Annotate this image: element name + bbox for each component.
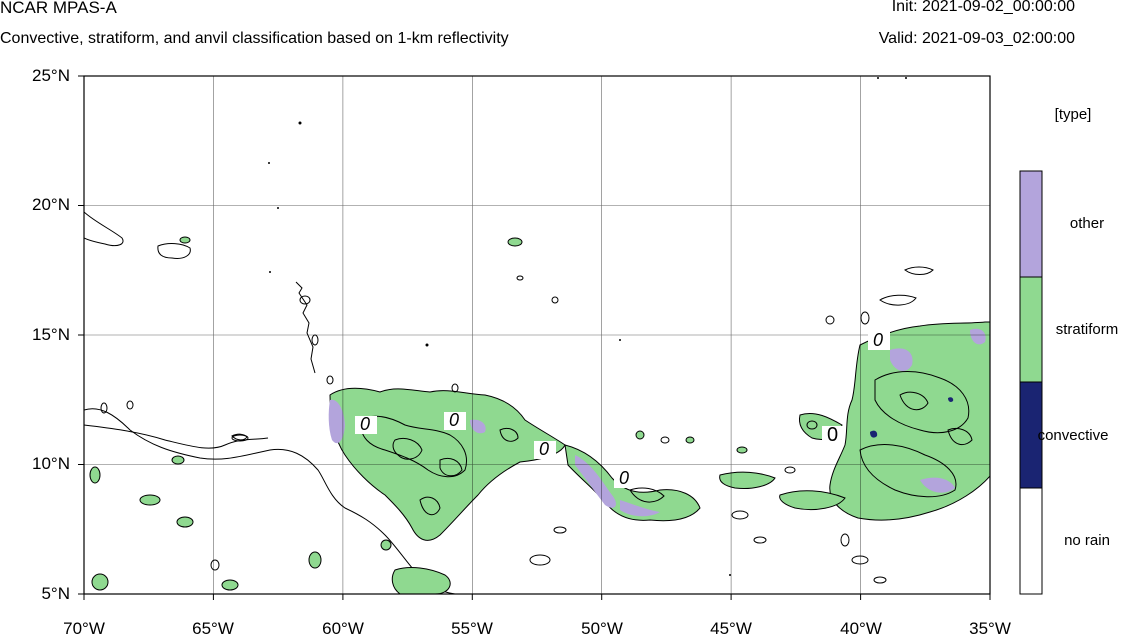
rain-region-west bbox=[329, 387, 776, 594]
y-tick-label: 15°N bbox=[32, 325, 70, 344]
legend-colorbar bbox=[1019, 170, 1043, 595]
legend-label-stratiform: stratiform bbox=[1055, 321, 1119, 338]
axis-ticks bbox=[78, 75, 991, 600]
rain-contours-west bbox=[359, 415, 665, 516]
y-tick-label: 5°N bbox=[41, 584, 70, 603]
contour-label: 0 bbox=[827, 424, 839, 446]
rain-convective-east bbox=[870, 397, 954, 438]
contour-label: 0 bbox=[619, 468, 630, 488]
model-title: NCAR MPAS-A bbox=[0, 0, 117, 17]
coastline-south-america bbox=[84, 408, 456, 594]
rain-contours-east bbox=[859, 266, 973, 498]
y-tick-label: 25°N bbox=[32, 66, 70, 85]
contour-label: 0 bbox=[449, 410, 460, 430]
x-tick-label: 60°W bbox=[322, 619, 364, 638]
init-time: Init: 2021-09-02_00:00:00 bbox=[891, 0, 1075, 15]
x-tick-label: 45°W bbox=[710, 619, 752, 638]
scattered-cells bbox=[89, 236, 818, 591]
x-tick-label: 40°W bbox=[840, 619, 882, 638]
coastline-venezuela-north bbox=[84, 424, 269, 449]
legend-label-no-rain: no rain bbox=[1064, 532, 1110, 549]
x-tick-label: 65°W bbox=[192, 619, 234, 638]
contour-label: 0 bbox=[360, 414, 371, 434]
legend-title: [type] bbox=[1054, 106, 1092, 123]
graticule bbox=[84, 76, 990, 594]
rain-other-west bbox=[328, 399, 660, 517]
x-tick-label: 50°W bbox=[581, 619, 623, 638]
contour-label: 0 bbox=[873, 330, 884, 350]
rain-other-east bbox=[890, 328, 986, 493]
valid-time: Valid: 2021-09-03_02:00:00 bbox=[878, 30, 1075, 47]
contour-label-boxes bbox=[355, 332, 890, 488]
island-puerto-rico bbox=[84, 211, 124, 247]
contour-label: 0 bbox=[539, 439, 550, 459]
y-tick-label: 10°N bbox=[32, 454, 70, 473]
legend-label-other: other bbox=[1069, 215, 1105, 232]
x-tick-label: 55°W bbox=[451, 619, 493, 638]
island-chain bbox=[295, 281, 316, 374]
y-tick-label: 20°N bbox=[32, 195, 70, 214]
legend-label-convective: convective bbox=[1037, 427, 1109, 444]
x-tick-label: 35°W bbox=[969, 619, 1011, 638]
legend-swatch-no-rain bbox=[1019, 487, 1043, 595]
x-tick-label: 70°W bbox=[63, 619, 105, 638]
small-dots bbox=[268, 77, 907, 576]
chart-subtitle: Convective, stratiform, and anvil classi… bbox=[0, 30, 509, 47]
island-virgin bbox=[157, 243, 191, 259]
